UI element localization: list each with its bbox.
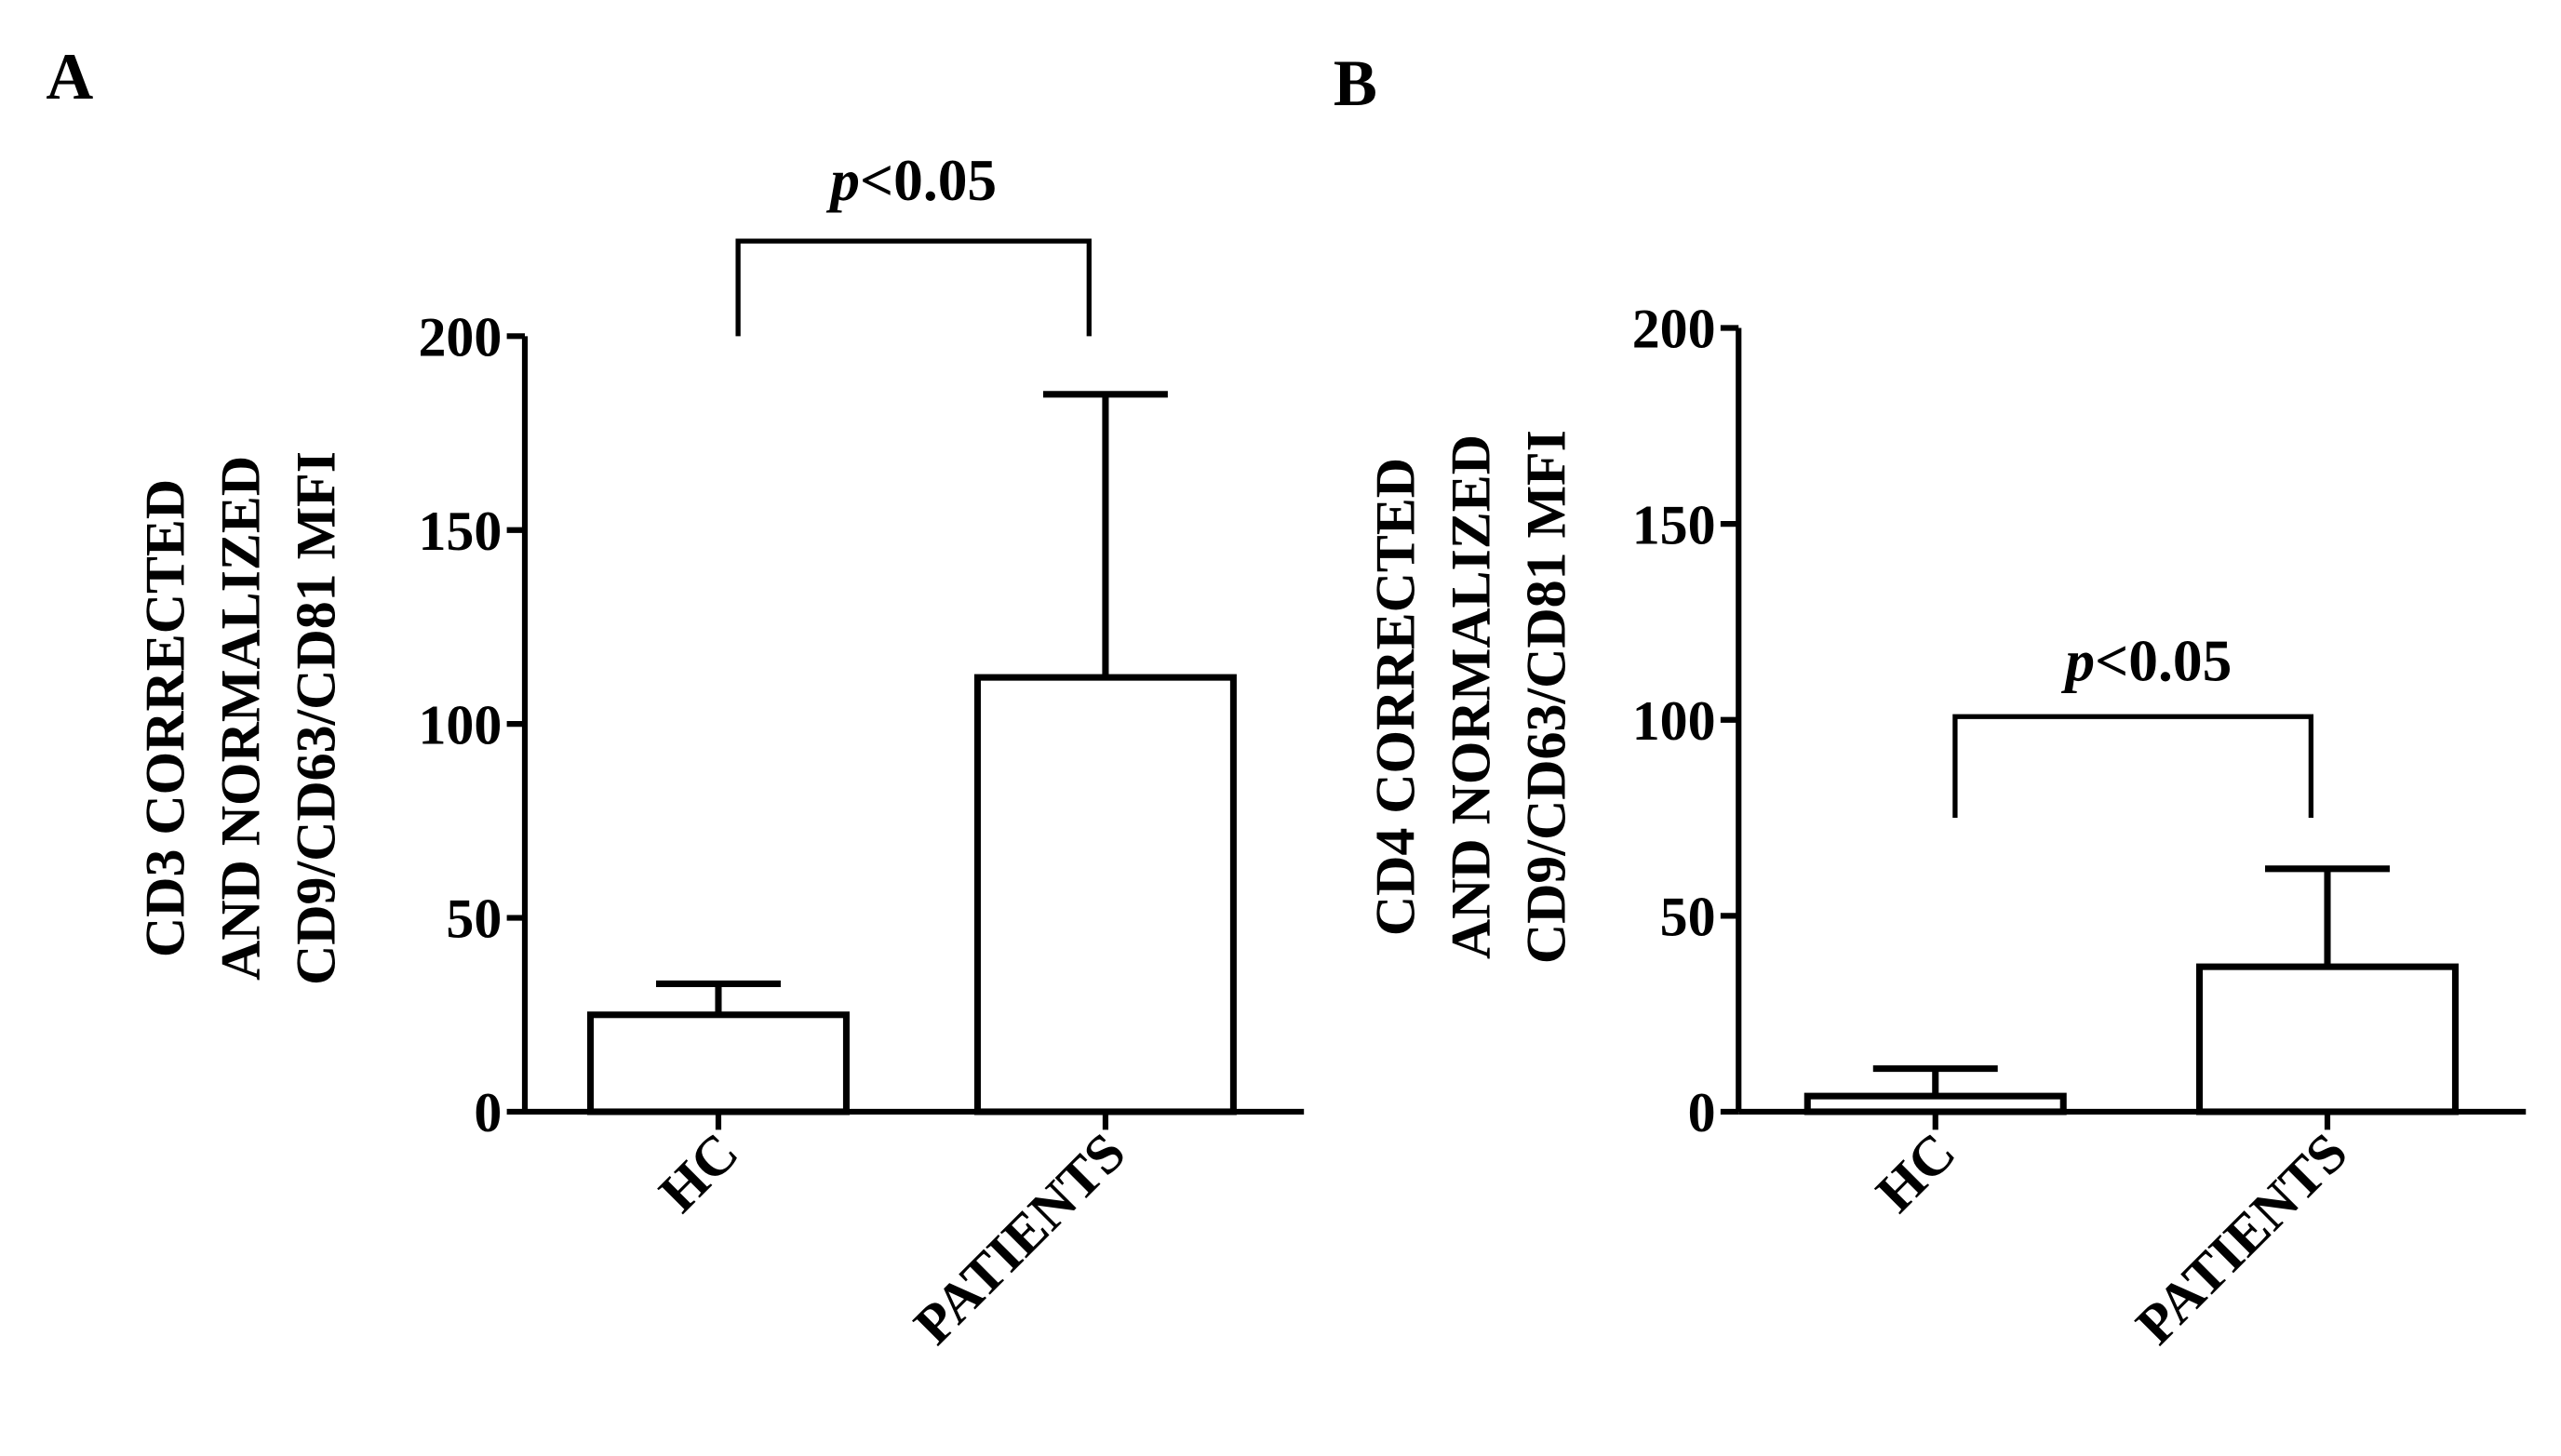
significance-bracket (1952, 714, 2314, 819)
y-axis-label-line: CD9/CD63/CD81 MFI (1515, 430, 1576, 964)
x-tick-label: HC (1864, 1121, 1966, 1223)
y-axis-label-line: AND NORMALIZED (1440, 434, 1501, 959)
panel-label: B (1334, 47, 1377, 120)
y-axis-label-line: CD3 CORRECTED (134, 479, 195, 957)
bar (2195, 963, 2459, 1115)
y-tick-label: 50 (446, 888, 502, 950)
panel-b: B 0 50 100 150 200 CD4 CORRECTED AND NORMALIZED… (1334, 47, 2527, 1356)
bar (973, 674, 1237, 1115)
significance-label: p<0.05 (825, 147, 997, 213)
bar (586, 1011, 850, 1115)
y-tick-label: 100 (1632, 690, 1716, 752)
y-axis-label-line: CD4 CORRECTED (1364, 458, 1426, 936)
x-tick-label: PATIENTS (2125, 1121, 2359, 1356)
significance-label: p<0.05 (2060, 627, 2232, 693)
y-tick-label: 200 (418, 306, 502, 367)
y-tick-label: 50 (1660, 887, 1716, 948)
panel-label: A (46, 41, 93, 114)
bar (1803, 1092, 2067, 1115)
x-tick-label: HC (648, 1121, 750, 1223)
significance-p-italic: p (2060, 627, 2095, 693)
panel-a: A 0 50 100 150 200 CD3 CORRECTED AND NORMALIZED… (46, 41, 1305, 1356)
y-tick-label: 100 (418, 694, 502, 755)
y-tick-label: 0 (1688, 1082, 1716, 1143)
significance-threshold: <0.05 (2095, 627, 2232, 693)
y-tick-label: 0 (474, 1082, 502, 1143)
y-axis-label-line: CD9/CD63/CD81 MFI (286, 451, 347, 985)
x-tick-label: PATIENTS (903, 1121, 1137, 1356)
significance-threshold: <0.05 (860, 147, 997, 213)
y-tick-label: 200 (1632, 299, 1716, 360)
significance-bracket (735, 238, 1092, 337)
significance-p-italic: p (825, 147, 860, 213)
y-tick-label: 150 (418, 501, 502, 562)
y-tick-label: 150 (1632, 494, 1716, 555)
y-axis-label-line: AND NORMALIZED (209, 456, 271, 981)
